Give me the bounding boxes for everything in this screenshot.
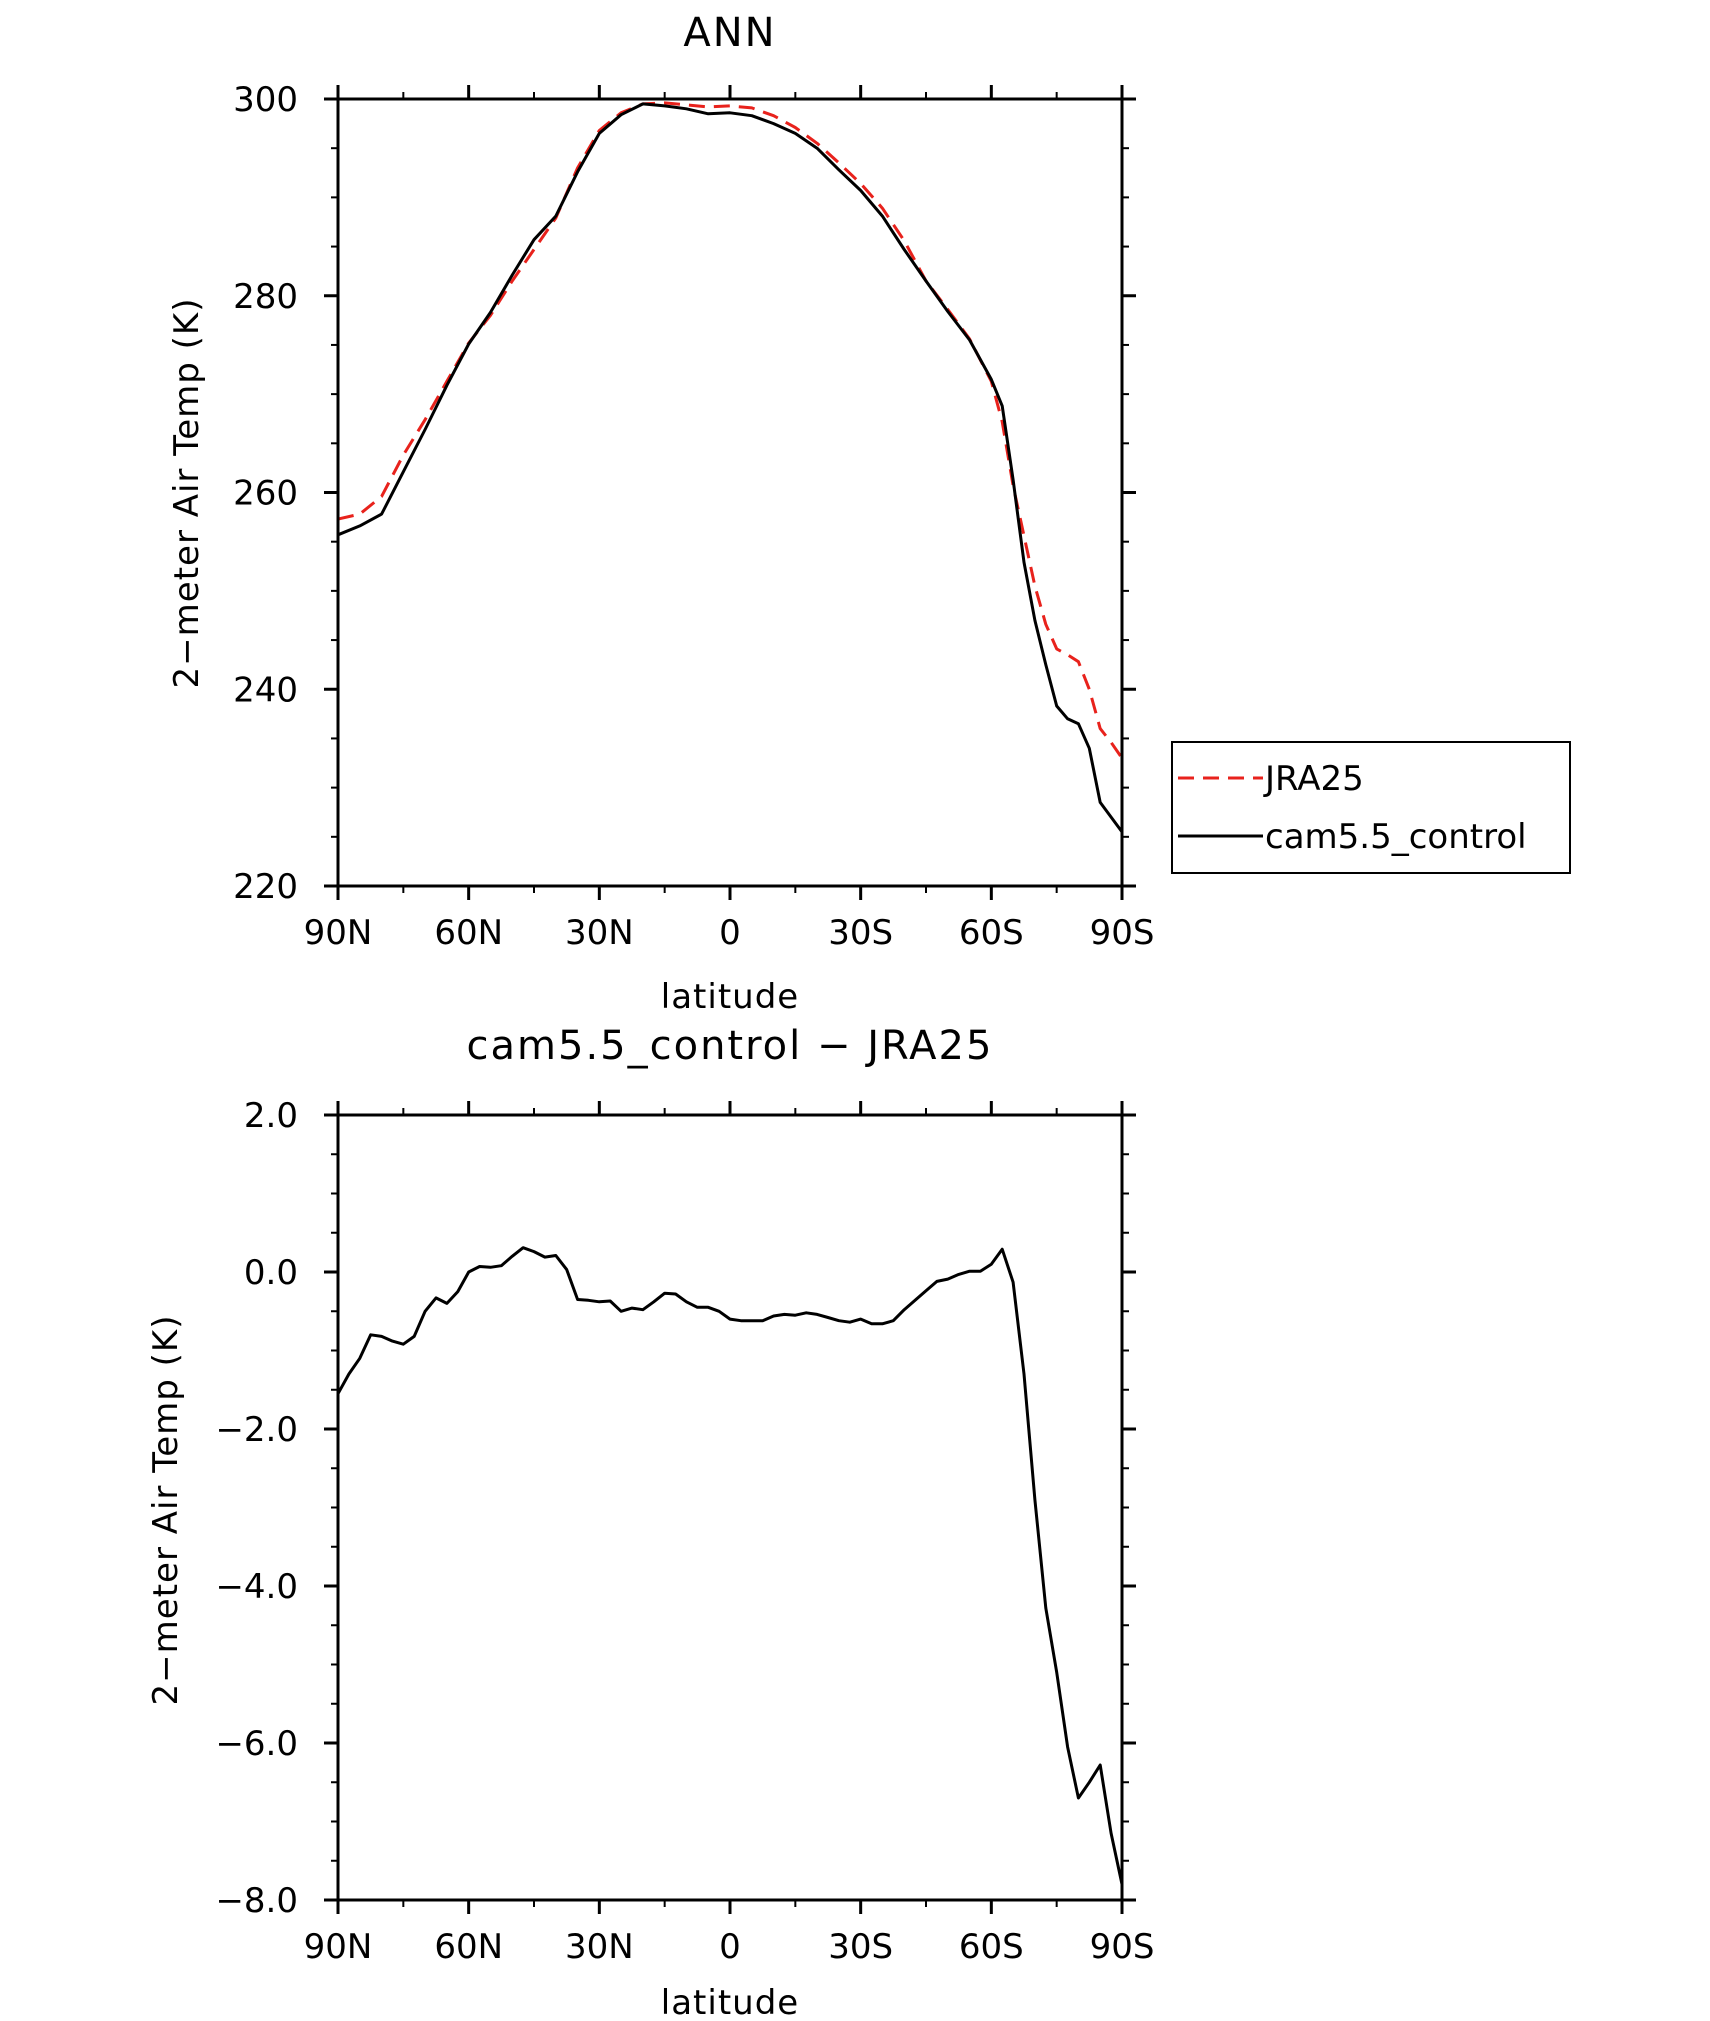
x-tick-label: 30N <box>565 1927 634 1967</box>
x-tick-label: 60S <box>959 913 1024 953</box>
y-tick-label: 220 <box>233 867 298 907</box>
y-tick-label: 240 <box>233 670 298 710</box>
y-tick-label: −4.0 <box>215 1567 298 1607</box>
x-tick-label: 90N <box>304 913 373 953</box>
top-series-line-jra25 <box>337 101 1124 759</box>
top-series-line-cam5-5-control <box>337 102 1124 833</box>
top-chart-title: ANN <box>683 10 776 56</box>
x-tick-label: 60N <box>434 913 503 953</box>
x-tick-label: 0 <box>719 1927 741 1967</box>
bottom-chart-ylabel: 2−meter Air Temp (K) <box>146 1315 186 1706</box>
x-tick-label: 90S <box>1090 913 1155 953</box>
x-tick-label: 90N <box>304 1927 373 1967</box>
top-chart-tick-labels: 90N 60N 30N 0 30S 60S 90S 220 240 260 280 300 <box>233 80 1154 953</box>
bottom-chart-title: cam5.5_control − JRA25 <box>467 1023 994 1069</box>
top-chart-frame <box>336 97 1124 888</box>
bottom-chart-frame <box>336 1113 1124 1902</box>
legend: JRA25 cam5.5_control <box>1171 741 1571 874</box>
y-tick-label: 300 <box>233 80 298 120</box>
top-chart: ANN latitude 2−meter Air Temp (K) 90N 60N… <box>167 10 1154 1017</box>
y-tick-label: −2.0 <box>215 1410 298 1450</box>
bottom-series-line-difference <box>336 1246 1124 1885</box>
y-tick-label: 280 <box>233 277 298 317</box>
top-chart-xlabel: latitude <box>661 977 799 1017</box>
bottom-chart-series <box>336 1246 1124 1885</box>
top-chart-series <box>337 101 1124 833</box>
top-chart-ylabel: 2−meter Air Temp (K) <box>167 298 207 689</box>
y-tick-label: −8.0 <box>215 1881 298 1921</box>
x-tick-label: 30S <box>828 913 893 953</box>
x-tick-label: 0 <box>719 913 741 953</box>
legend-box <box>1171 741 1571 874</box>
x-tick-label: 60N <box>434 1927 503 1967</box>
y-tick-label: 0.0 <box>244 1253 298 1293</box>
legend-label-cam55-control: cam5.5_control <box>1265 817 1527 857</box>
bottom-chart-tick-labels: 90N 60N 30N 0 30S 60S 90S −8.0 −6.0 −4.0 −2.0 0.0 2.… <box>215 1096 1154 1967</box>
bottom-chart-xlabel: latitude <box>661 1983 799 2021</box>
bottom-chart-ticks <box>324 1101 1136 1914</box>
y-tick-label: 260 <box>233 474 298 514</box>
legend-label-jra25: JRA25 <box>1263 759 1364 799</box>
x-tick-label: 30S <box>828 1927 893 1967</box>
x-tick-label: 90S <box>1090 1927 1155 1967</box>
x-tick-label: 60S <box>959 1927 1024 1967</box>
y-tick-label: −6.0 <box>215 1724 298 1764</box>
y-tick-label: 2.0 <box>244 1096 298 1136</box>
bottom-chart: cam5.5_control − JRA25 latitude 2−meter … <box>146 1023 1154 2021</box>
x-tick-label: 30N <box>565 913 634 953</box>
